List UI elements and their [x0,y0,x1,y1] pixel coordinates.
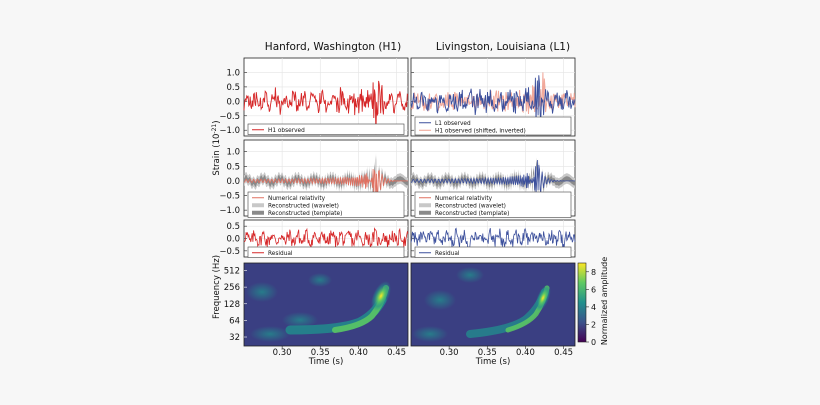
legend-h1: Residual [247,246,405,258]
ytick-label-reconstructed: 1.0 [226,148,240,158]
title-l1: Livingston, Louisiana (L1) [436,41,570,53]
ytick-label-reconstructed: 0.0 [226,177,240,187]
spec-l1-noise-blob [424,290,456,310]
ylabel-strain-main: Strain (10 [212,134,222,176]
spec-l1-chirp-peak [535,284,551,312]
legend-l1: Residual [414,246,572,258]
title-h1: Hanford, Washington (H1) [265,41,401,53]
spectrogram-ytick-label: 64 [229,316,240,326]
series-h1-shifted-inverted [410,72,576,115]
ytick-label-reconstructed: −0.5 [219,192,240,202]
legend-box [247,191,405,218]
xlabel-right: Time (s) [475,357,511,367]
xtick-label: 0.35 [478,348,497,358]
colorbar-tick-label: 2 [591,320,596,329]
legend-entry: Reconstructed (template) [268,211,342,217]
xtick-label: 0.45 [554,348,573,358]
legend-box [414,246,572,258]
legend-entry: H1 observed (shifted, inverted) [435,128,526,134]
xtick-label: 0.45 [387,348,406,358]
colorbar-label: Normalized amplitude [600,257,609,345]
series-numerical-relativity [410,159,575,195]
ytick-label-observed: 0.0 [226,97,240,107]
spec-h1-noise-blob [282,312,318,328]
legend-box [414,116,572,136]
xtick-label: 0.30 [440,348,459,358]
ytick-label-reconstructed: −1.0 [219,206,240,216]
ytick-label-observed: 0.5 [226,83,240,93]
spec-h1-noise-blob [308,273,332,287]
ylabel-strain: Strain (10-21) [211,120,222,175]
spectrogram-l1-energy [412,267,551,342]
spectrogram-l1 [410,262,576,347]
colorbar-tick-label: 0 [591,338,596,347]
ytick-label-residual: 0.0 [226,235,240,245]
legend-box [247,246,405,258]
legend-h1: H1 observed [247,123,405,135]
legend-entry: Residual [268,251,293,257]
spectrogram-l1-frame [410,262,576,347]
xtick-label: 0.35 [311,348,330,358]
spec-l1-noise-blob [456,267,484,283]
spectrogram-ytick-label: 32 [229,333,240,343]
spectrogram-ytick-label: 512 [224,267,240,277]
spectrogram-h1 [243,262,409,347]
ytick-label-observed: −0.5 [219,112,240,122]
ylabel-frequency: Frequency (Hz) [212,255,222,319]
legend-entry: H1 observed [268,128,305,134]
legend-box [247,123,405,135]
legend-entry: Reconstructed (wavelet) [268,203,339,209]
legend-entry: Numerical relativity [268,196,326,202]
colorbar [577,262,587,343]
spectrogram-h1-energy [246,273,391,342]
spec-h1-noise-blob [250,326,290,342]
series-l1-observed [410,75,576,122]
spectrogram-h1-frame [243,262,409,347]
xtick-label: 0.40 [516,348,535,358]
legend-entry: Residual [435,251,460,257]
ylabel-strain-close: ) [212,120,222,123]
series-l1-residual [410,227,576,250]
xlabel-left: Time (s) [308,357,344,367]
series-numerical-relativity [243,168,409,203]
spec-h1-noise-blob [246,282,278,302]
xtick-label: 0.40 [349,348,368,358]
band-reconstructed-wavelet [244,153,408,204]
series-h1-observed [243,80,409,135]
spec-h1-chirp-peak [371,281,391,311]
chart-marks: 1.0 0.5 0.0 −0.5 −1.0 H1 observed 1.0 0.5 0.0 −0.… [219,57,596,358]
ylabel-strain-exponent: -21 [211,124,218,134]
series-h1-residual [243,227,409,249]
legend-entry: Reconstructed (template) [435,211,509,217]
ytick-label-residual: −0.5 [219,247,240,257]
spectrogram-ytick-label: 128 [224,300,240,310]
xtick-label: 0.30 [273,348,292,358]
spectrogram-ytick-label: 256 [224,283,240,293]
ytick-label-observed: 1.0 [226,68,240,78]
ytick-label-residual: 0.5 [226,222,240,232]
legend-entry: L1 observed [435,121,471,127]
legend-entry: Reconstructed (wavelet) [435,203,506,209]
spec-l1-noise-blob [412,326,448,342]
colorbar-tick-label: 8 [591,268,596,277]
ytick-label-observed: −1.0 [219,126,240,136]
colorbar-tick-label: 4 [591,303,596,312]
legend-entry: Numerical relativity [435,196,493,202]
colorbar-tick-label: 6 [591,285,596,294]
legend-box [414,191,572,218]
ytick-label-reconstructed: 0.5 [226,162,240,172]
